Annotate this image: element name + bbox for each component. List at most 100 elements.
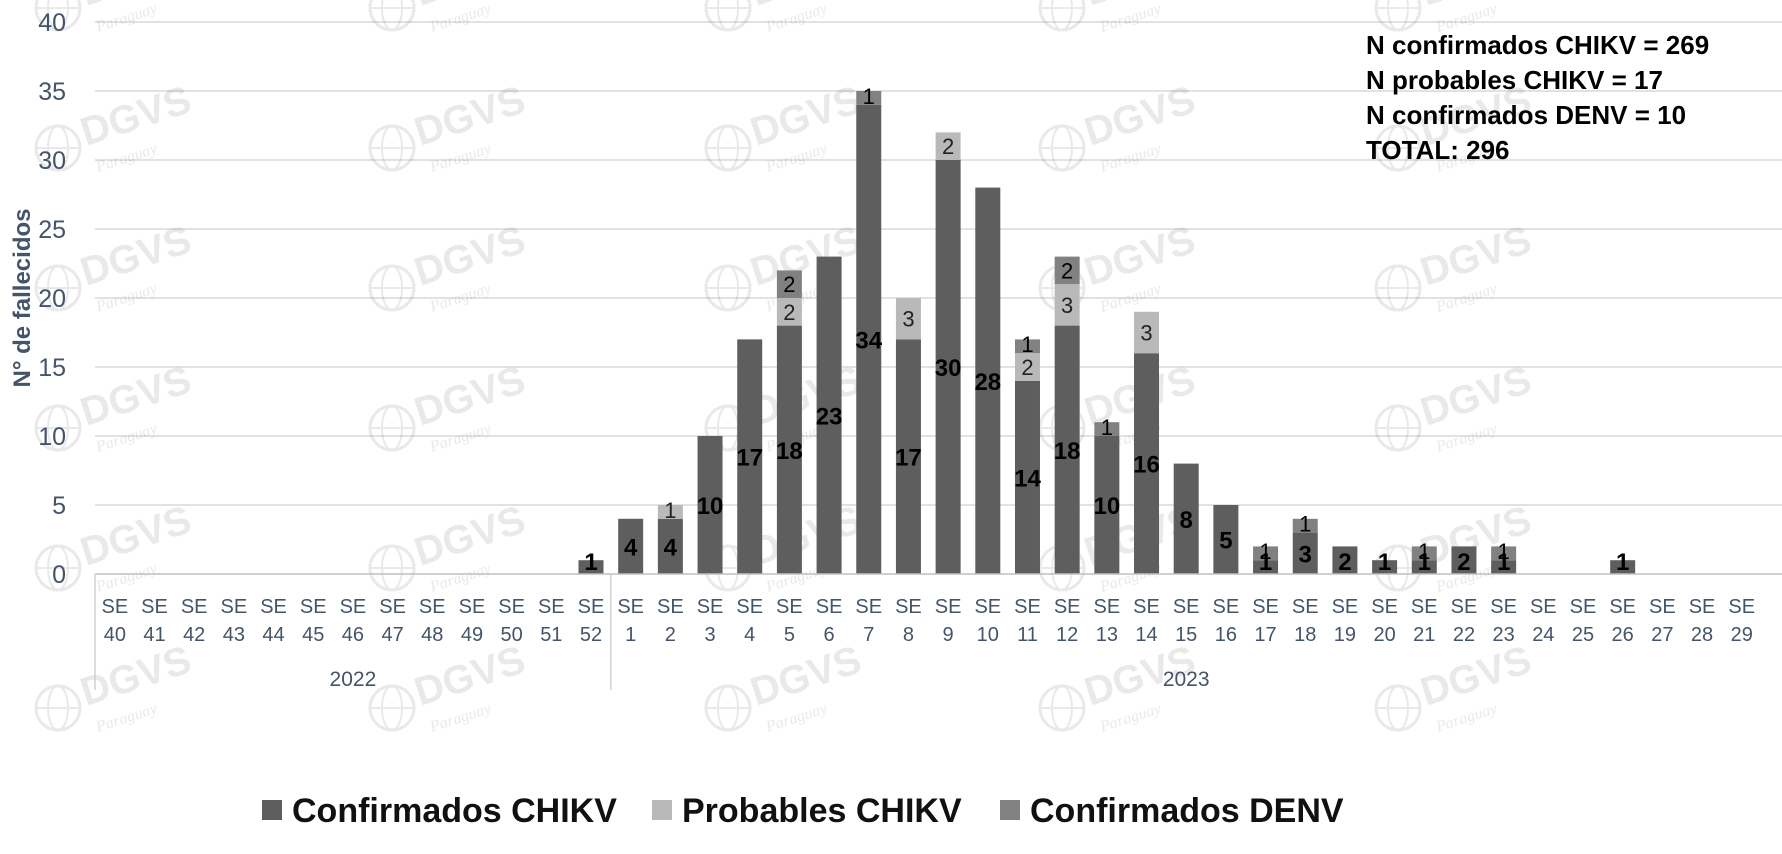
bar-segment — [1094, 436, 1120, 574]
y-tick-label: 15 — [38, 354, 66, 382]
bar-segment — [1213, 505, 1239, 574]
x-tick-label: 24 — [1532, 624, 1554, 646]
watermark-globe-meridian — [381, 685, 403, 731]
legend-swatch — [262, 800, 282, 820]
data-label: 3 — [1299, 541, 1312, 568]
watermark-globe-icon — [34, 684, 82, 732]
x-tick-prefix: SE — [419, 596, 446, 618]
data-label: 3 — [1140, 321, 1152, 346]
x-tick-label: 15 — [1175, 624, 1197, 646]
x-tick-label: 44 — [262, 624, 284, 646]
bar-segment — [618, 518, 644, 574]
bar-segment — [895, 339, 921, 574]
watermark-globe-meridian — [1387, 405, 1409, 451]
x-tick-label: 10 — [977, 624, 999, 646]
x-tick-label: 27 — [1651, 624, 1673, 646]
bar-segment — [856, 91, 882, 105]
data-label: 30 — [935, 355, 962, 382]
watermark-text: DGVS — [745, 498, 866, 575]
bar-segment — [895, 298, 921, 340]
data-label: 1 — [1497, 549, 1510, 576]
x-tick-prefix: SE — [101, 596, 128, 618]
watermark-globe-meridian — [381, 405, 403, 451]
watermark-globe-icon — [704, 0, 752, 32]
watermark-globe-meridian — [1051, 0, 1073, 31]
bar-segment — [1094, 422, 1120, 436]
x-tick-label: 13 — [1096, 624, 1118, 646]
x-tick-prefix: SE — [855, 596, 882, 618]
watermark-globe-meridian — [381, 265, 403, 311]
data-label: 2 — [1061, 258, 1073, 283]
data-label: 23 — [816, 403, 843, 430]
x-tick-prefix: SE — [221, 596, 248, 618]
x-tick-prefix: SE — [379, 596, 406, 618]
bar-segment — [1253, 560, 1279, 574]
data-label: 1 — [1418, 549, 1431, 576]
annotation-line: N probables CHIKV = 17 — [1366, 65, 1663, 95]
x-tick-label: 14 — [1135, 624, 1157, 646]
x-tick-label: 41 — [143, 624, 165, 646]
watermark-globe-meridian — [381, 545, 403, 591]
x-tick-prefix: SE — [1530, 596, 1557, 618]
annotation-box: N confirmados CHIKV = 269 N probables CHI… — [1366, 30, 1709, 165]
x-tick-prefix: SE — [141, 596, 168, 618]
watermark-globe-meridian — [717, 265, 739, 311]
watermark-globe-icon — [1374, 684, 1422, 732]
bar-segment — [1491, 546, 1517, 561]
x-tick-label: 50 — [501, 624, 523, 646]
y-tick-label: 35 — [38, 78, 66, 106]
data-label: 3 — [902, 307, 914, 332]
x-tick-prefix: SE — [1054, 596, 1081, 618]
x-tick-prefix: SE — [974, 596, 1001, 618]
watermark-globe-meridian — [1051, 125, 1073, 171]
annotation-line: TOTAL: 296 — [1366, 135, 1510, 165]
watermark-text: DGVS — [75, 358, 196, 435]
data-label: 18 — [1054, 438, 1081, 465]
data-label: 1 — [1616, 549, 1629, 576]
data-label: 10 — [697, 493, 724, 520]
watermark-globe-meridian — [1387, 0, 1409, 31]
x-tick-label: 42 — [183, 624, 205, 646]
x-tick-prefix: SE — [340, 596, 367, 618]
data-label: 28 — [974, 369, 1001, 396]
data-label: 3 — [1061, 293, 1073, 318]
x-tick-label: 5 — [784, 624, 795, 646]
data-label: 1 — [1259, 539, 1271, 564]
watermark-globe-icon — [368, 544, 416, 592]
data-label: 1 — [1021, 332, 1033, 357]
bar-segment — [1014, 380, 1040, 574]
watermark-text: DGVS — [1415, 358, 1536, 435]
watermark-globe-meridian — [717, 125, 739, 171]
watermark-globe-meridian — [1387, 265, 1409, 311]
bar-segment — [1491, 560, 1517, 574]
data-label: 1 — [1259, 549, 1272, 576]
bar-segment — [1054, 284, 1080, 326]
watermark-globe-icon — [368, 0, 416, 32]
bar-segment — [1054, 325, 1080, 574]
x-tick-prefix: SE — [776, 596, 803, 618]
year-group-label: 2023 — [1163, 668, 1210, 691]
x-tick-label: 8 — [903, 624, 914, 646]
watermark-text: DGVS — [745, 358, 866, 435]
x-tick-prefix: SE — [1213, 596, 1240, 618]
watermark-globe-icon — [34, 0, 82, 32]
watermark-globe-icon — [1038, 124, 1086, 172]
x-tick-prefix: SE — [498, 596, 525, 618]
year-group-label: 2022 — [330, 668, 377, 691]
y-tick-label: 0 — [52, 561, 66, 589]
x-tick-label: 47 — [381, 624, 403, 646]
watermark-globe-meridian — [47, 125, 69, 171]
x-tick-prefix: SE — [1609, 596, 1636, 618]
bar-segment — [776, 298, 802, 326]
x-tick-prefix: SE — [617, 596, 644, 618]
